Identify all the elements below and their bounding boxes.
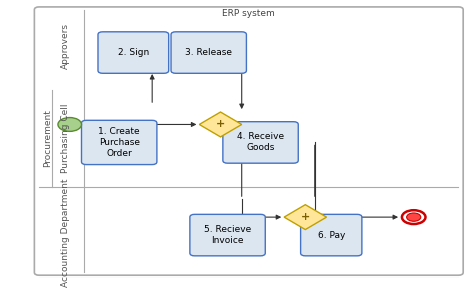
FancyBboxPatch shape [171, 32, 246, 73]
FancyBboxPatch shape [190, 214, 265, 256]
Circle shape [407, 213, 421, 221]
Text: 5. Recieve
Invoice: 5. Recieve Invoice [204, 225, 251, 245]
Text: 4. Receive
Goods: 4. Receive Goods [237, 132, 284, 152]
Text: +: + [216, 120, 225, 129]
Text: +: + [301, 212, 310, 222]
FancyBboxPatch shape [223, 122, 298, 163]
Text: ERP system: ERP system [222, 9, 275, 18]
Text: Approvers: Approvers [61, 22, 70, 69]
Circle shape [402, 210, 426, 224]
Polygon shape [284, 205, 327, 230]
FancyBboxPatch shape [98, 32, 169, 73]
Text: 2. Sign: 2. Sign [118, 48, 149, 57]
Text: 6. Pay: 6. Pay [318, 231, 345, 239]
FancyBboxPatch shape [35, 7, 463, 275]
Text: Purchasing Cell: Purchasing Cell [61, 104, 70, 173]
Text: Accounting Department: Accounting Department [61, 178, 70, 287]
FancyBboxPatch shape [301, 214, 362, 256]
Text: 3. Release: 3. Release [185, 48, 232, 57]
Text: 1. Create
Purchase
Order: 1. Create Purchase Order [99, 127, 140, 158]
Text: Procurement: Procurement [43, 109, 52, 167]
Circle shape [58, 118, 82, 131]
FancyBboxPatch shape [82, 120, 157, 165]
Polygon shape [199, 112, 242, 137]
